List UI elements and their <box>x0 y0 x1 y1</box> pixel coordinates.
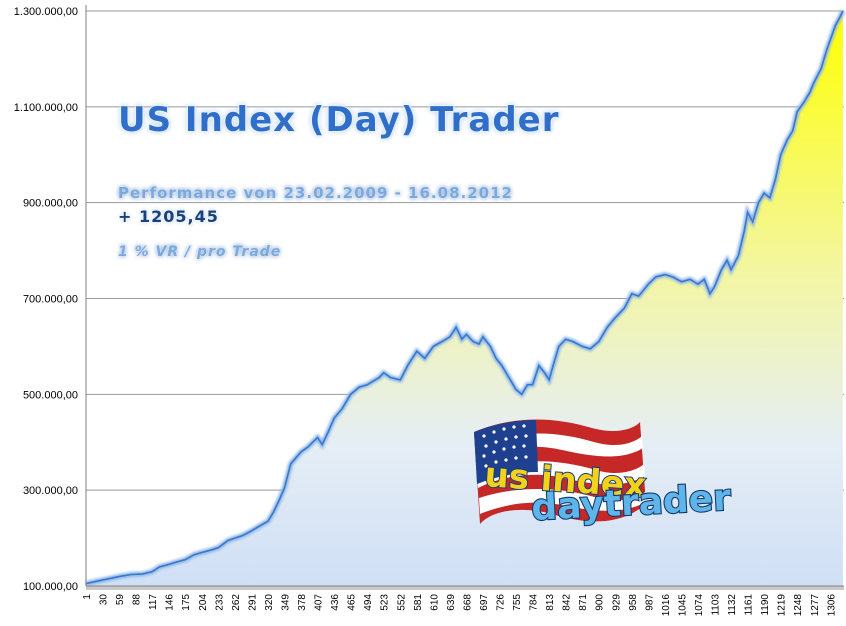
y-tick-label: 1.100.000,00 <box>14 102 78 114</box>
x-tick-label: 1190 <box>760 594 771 616</box>
equity-line <box>85 10 844 585</box>
x-tick-label: 929 <box>611 594 622 611</box>
x-tick-label: 146 <box>165 594 176 611</box>
x-tick-label: 726 <box>496 594 507 611</box>
axes <box>85 5 844 590</box>
x-tick-label: 1132 <box>727 594 738 616</box>
x-tick-label: 1306 <box>826 594 837 617</box>
y-tick-label: 700.000,00 <box>23 294 78 306</box>
x-tick-label: 494 <box>363 594 374 611</box>
x-tick-label: 204 <box>198 594 209 611</box>
x-tick-label: 842 <box>562 594 573 611</box>
y-tick-label: 1.300.000,00 <box>14 6 78 18</box>
y-tick-label: 500.000,00 <box>23 389 78 401</box>
x-tick-label: 320 <box>264 594 275 611</box>
equity-area <box>85 9 846 587</box>
x-tick-label: 436 <box>330 594 341 611</box>
y-tick-label: 900.000,00 <box>23 198 78 210</box>
y-tick-label: 300.000,00 <box>23 485 78 497</box>
x-tick-label: 1248 <box>793 594 804 617</box>
y-tick-label: 100.000,00 <box>23 581 78 593</box>
x-axis-bar <box>86 586 844 590</box>
x-tick-label: 610 <box>429 594 440 611</box>
x-tick-label: 987 <box>644 594 655 611</box>
x-tick-label: 958 <box>628 594 639 611</box>
x-tick-label: 233 <box>214 594 225 611</box>
x-tick-label: 668 <box>462 594 473 611</box>
x-tick-label: 697 <box>479 594 490 611</box>
chart-title: US Index (Day) Trader <box>118 100 560 140</box>
x-tick-label: 900 <box>595 594 606 611</box>
x-tick-label: 59 <box>115 594 126 606</box>
x-tick-label: 88 <box>132 594 143 606</box>
x-tick-label: 1074 <box>694 594 705 617</box>
x-tick-label: 291 <box>247 594 258 611</box>
x-tick-label: 871 <box>578 594 589 611</box>
performance-gain: + 1205,45 <box>118 207 219 226</box>
x-tick-label: 262 <box>231 594 242 611</box>
x-tick-label: 349 <box>280 594 291 611</box>
x-tick-label: 755 <box>512 594 523 611</box>
equity-area-fill <box>86 11 843 586</box>
x-tick-label: 378 <box>297 594 308 611</box>
x-tick-label: 581 <box>413 594 424 611</box>
x-tick-label: 1161 <box>744 594 755 616</box>
x-tick-label: 1103 <box>711 594 722 616</box>
x-tick-label: 813 <box>545 594 556 611</box>
x-tick-label: 465 <box>347 594 358 611</box>
us-index-daytrader-logo: us index daytrader <box>474 419 733 530</box>
us-flag-icon <box>474 419 646 524</box>
x-tick-label: 1277 <box>810 594 821 617</box>
x-axis-ticks: 1 30 59 88 117 146 175 204 233 262 291 320 349 378 407… <box>82 594 837 617</box>
x-tick-label: 1 <box>82 594 93 600</box>
x-tick-label: 175 <box>181 594 192 611</box>
x-tick-label: 1016 <box>661 594 672 617</box>
x-tick-label: 407 <box>314 594 325 611</box>
risk-note: 1 % VR / pro Trade <box>118 244 282 260</box>
x-tick-label: 117 <box>148 594 159 610</box>
x-tick-label: 1045 <box>677 594 688 617</box>
x-tick-label: 639 <box>446 594 457 611</box>
y-axis-ticks: 100.000,00 300.000,00 500.000,00 700.000,00… <box>14 6 78 593</box>
logo-line2: daytrader <box>530 478 732 529</box>
x-tick-label: 552 <box>396 594 407 611</box>
x-tick-label: 30 <box>99 594 110 606</box>
x-tick-label: 1219 <box>777 594 788 617</box>
x-tick-label: 523 <box>380 594 391 611</box>
chart-subtitle: Performance von 23.02.2009 - 16.08.2012 <box>118 184 513 202</box>
x-tick-label: 784 <box>529 594 540 611</box>
